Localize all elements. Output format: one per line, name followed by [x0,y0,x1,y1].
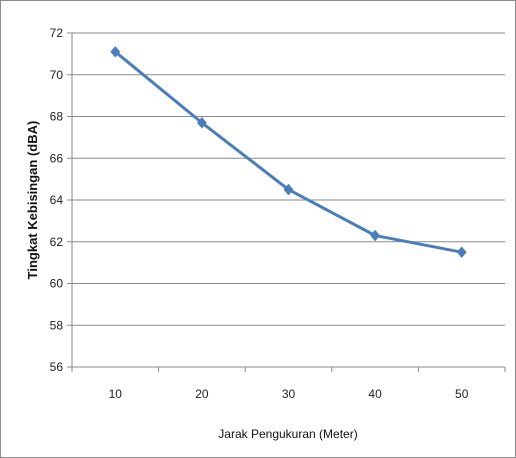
data-point-20 [196,116,207,129]
y-tick-label-70: 70 [50,68,64,82]
x-tick-label-20: 20 [195,387,209,401]
y-tick-label-62: 62 [50,235,64,249]
y-tick-label-68: 68 [50,110,64,124]
data-point-40 [370,229,381,242]
axes [67,32,506,372]
x-tick-label-30: 30 [282,387,296,401]
data-series [110,46,467,258]
data-point-30 [283,183,294,196]
grid-lines [72,32,505,326]
series-line-0 [114,50,462,254]
y-tick-label-58: 58 [50,318,64,332]
data-point-10 [110,46,121,58]
y-axis-label: Tingkat Kebisingan (dBA) [25,121,40,280]
x-tick-label-10: 10 [109,387,123,401]
y-tick-label-72: 72 [50,26,64,40]
x-tick-label-40: 40 [368,387,382,401]
y-tick-label-64: 64 [50,193,64,207]
y-tick-label-56: 56 [50,360,64,374]
x-tick-label-50: 50 [455,387,469,401]
x-axis-label: Jarak Pengukuran (Meter) [218,427,357,441]
y-tick-label-66: 66 [50,151,64,165]
x-tick-labels: 10 20 30 40 50 [109,387,469,401]
data-point-50 [456,246,467,258]
y-tick-label-60: 60 [50,277,64,291]
y-tick-labels: 56 58 60 62 64 66 68 70 72 [50,26,64,374]
